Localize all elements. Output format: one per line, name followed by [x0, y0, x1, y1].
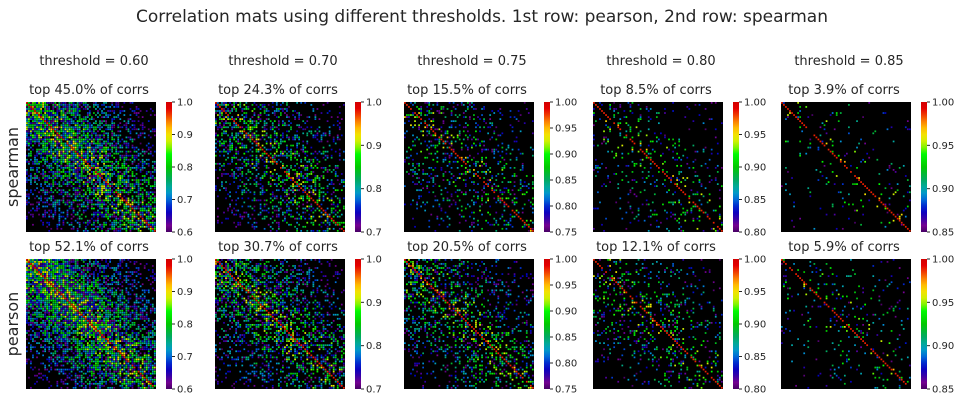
colorbar-tick-label: 0.6 [177, 228, 193, 239]
panel-subtitle: top 5.9% of corrs [788, 240, 900, 255]
heatmap-cells [593, 102, 723, 232]
panel-subtitle: top 8.5% of corrs [600, 83, 712, 98]
heatmap-panel [215, 102, 345, 232]
colorbar-tick-label: 0.95 [932, 141, 954, 152]
colorbar [733, 259, 739, 389]
panel-subtitle: top 30.7% of corrs [218, 240, 338, 255]
colorbar-tick-label: 0.80 [555, 202, 577, 213]
colorbar-tick-label: 0.9 [177, 130, 193, 141]
colorbar-tick-label: 0.9 [177, 287, 193, 298]
colorbar-tick-label: 0.95 [555, 124, 577, 135]
colorbar [166, 259, 172, 389]
heatmap-cells [404, 259, 534, 389]
colorbar-tick-label: 0.90 [932, 184, 954, 195]
row-label-spearman: spearman [3, 127, 22, 207]
threshold-label: threshold = 0.60 [39, 54, 148, 69]
colorbar-tick-label: 1.0 [177, 255, 193, 266]
colorbar-tick-label: 0.80 [555, 359, 577, 370]
row-label-pearson: pearson [3, 292, 22, 357]
colorbar-tick-label: 1.00 [744, 98, 766, 109]
colorbar-tick-label: 0.95 [932, 298, 954, 309]
panel-subtitle: top 15.5% of corrs [407, 83, 527, 98]
heatmap-cells [215, 259, 345, 389]
colorbar-tick-label: 0.8 [366, 184, 382, 195]
colorbar-tick-label: 1.0 [366, 98, 382, 109]
heatmap-cells [781, 102, 911, 232]
panel-subtitle: top 52.1% of corrs [29, 240, 149, 255]
colorbar-tick-label: 1.0 [366, 255, 382, 266]
colorbar-tick-label: 1.00 [555, 255, 577, 266]
heatmap-panel [404, 259, 534, 389]
colorbar-tick-label: 1.00 [555, 98, 577, 109]
figure-title: Correlation mats using different thresho… [136, 7, 828, 27]
colorbar-tick-label: 0.8 [177, 163, 193, 174]
colorbar [921, 259, 927, 389]
colorbar-tick-label: 0.95 [744, 130, 766, 141]
panel-subtitle: top 24.3% of corrs [218, 83, 338, 98]
heatmap-panel [593, 102, 723, 232]
colorbar [355, 102, 361, 232]
colorbar-tick-label: 0.80 [744, 385, 766, 396]
panel-subtitle: top 20.5% of corrs [407, 240, 527, 255]
heatmap-cells [781, 259, 911, 389]
heatmap-cells [593, 259, 723, 389]
colorbar-tick-label: 0.80 [744, 228, 766, 239]
colorbar [166, 102, 172, 232]
colorbar-tick-label: 0.90 [555, 150, 577, 161]
colorbar-tick-label: 0.90 [555, 307, 577, 318]
colorbar-tick-label: 0.85 [555, 176, 577, 187]
colorbar-tick-label: 0.7 [177, 195, 193, 206]
colorbar-tick-label: 0.7 [177, 352, 193, 363]
colorbar-tick-label: 0.75 [555, 228, 577, 239]
panel-subtitle: top 45.0% of corrs [29, 83, 149, 98]
colorbar-tick-label: 0.90 [744, 163, 766, 174]
colorbar-tick-label: 0.9 [366, 298, 382, 309]
panel-subtitle: top 12.1% of corrs [596, 240, 716, 255]
colorbar-tick-label: 0.9 [366, 141, 382, 152]
colorbar-tick-label: 0.75 [555, 385, 577, 396]
colorbar-tick-label: 1.00 [932, 255, 954, 266]
heatmap-cells [26, 259, 156, 389]
colorbar-tick-label: 1.00 [744, 255, 766, 266]
colorbar-tick-label: 0.85 [744, 195, 766, 206]
colorbar-tick-label: 0.6 [177, 385, 193, 396]
heatmap-cells [404, 102, 534, 232]
colorbar-tick-label: 0.7 [366, 385, 382, 396]
heatmap-panel [781, 102, 911, 232]
heatmap-panel [781, 259, 911, 389]
colorbar-tick-label: 0.85 [555, 333, 577, 344]
colorbar-tick-label: 0.85 [744, 352, 766, 363]
colorbar [355, 259, 361, 389]
threshold-label: threshold = 0.70 [228, 54, 337, 69]
colorbar-tick-label: 0.90 [744, 320, 766, 331]
colorbar [544, 102, 550, 232]
colorbar [733, 102, 739, 232]
colorbar-tick-label: 0.8 [177, 320, 193, 331]
colorbar-tick-label: 0.95 [744, 287, 766, 298]
heatmap-cells [26, 102, 156, 232]
colorbar-tick-label: 0.85 [932, 385, 954, 396]
colorbar-tick-label: 0.7 [366, 228, 382, 239]
threshold-label: threshold = 0.85 [794, 54, 903, 69]
heatmap-panel [26, 259, 156, 389]
heatmap-cells [215, 102, 345, 232]
colorbar-tick-label: 0.95 [555, 281, 577, 292]
threshold-label: threshold = 0.80 [606, 54, 715, 69]
heatmap-panel [26, 102, 156, 232]
heatmap-panel [593, 259, 723, 389]
colorbar-tick-label: 1.0 [177, 98, 193, 109]
colorbar-tick-label: 0.90 [932, 341, 954, 352]
colorbar-tick-label: 0.8 [366, 341, 382, 352]
threshold-label: threshold = 0.75 [417, 54, 526, 69]
heatmap-panel [404, 102, 534, 232]
panel-subtitle: top 3.9% of corrs [788, 83, 900, 98]
heatmap-grid: threshold = 0.60 threshold = 0.70 threshol… [3, 54, 954, 396]
colorbar-tick-label: 0.85 [932, 228, 954, 239]
colorbar-tick-label: 1.00 [932, 98, 954, 109]
colorbar [921, 102, 927, 232]
heatmap-panel [215, 259, 345, 389]
colorbar [544, 259, 550, 389]
